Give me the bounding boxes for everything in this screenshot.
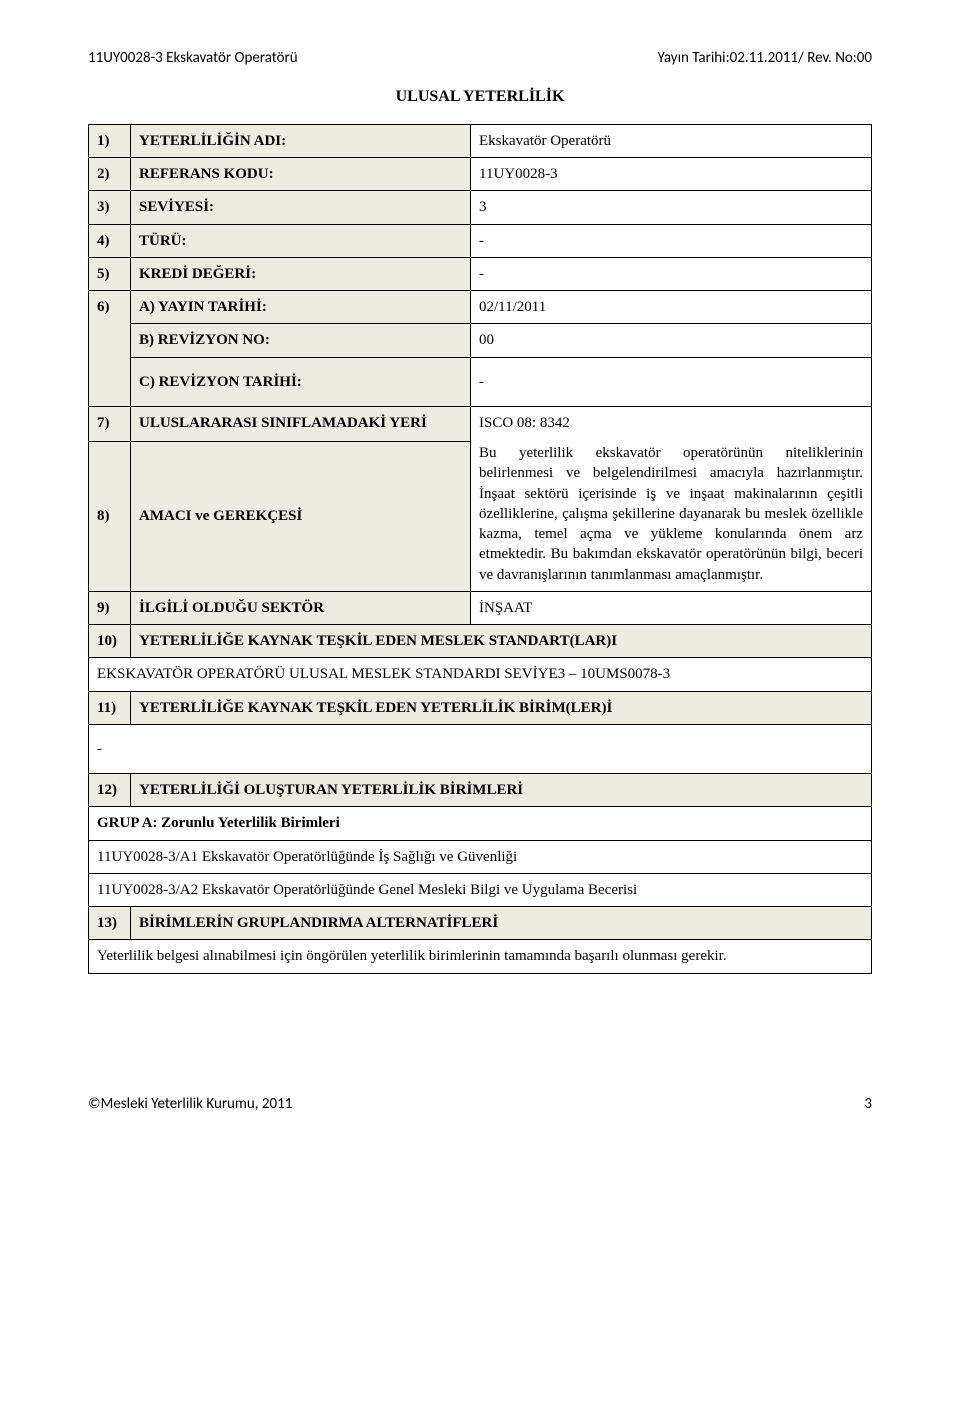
row-value: İNŞAAT xyxy=(471,591,872,624)
row-label: İLGİLİ OLDUĞU SEKTÖR xyxy=(131,591,471,624)
purpose-text: Bu yeterlilik ekskavatör operatörünün ni… xyxy=(479,443,863,585)
row-label: B) REVİZYON NO: xyxy=(131,324,471,357)
table-row: B) REVİZYON NO: 00 xyxy=(89,324,872,357)
table-row: - xyxy=(89,724,872,773)
row-value: 02/11/2011 xyxy=(471,291,872,324)
row-value: EKSKAVATÖR OPERATÖRÜ ULUSAL MESLEK STAND… xyxy=(89,658,872,691)
table-row: 11UY0028-3/A2 Ekskavatör Operatörlüğünde… xyxy=(89,873,872,906)
table-row: 9) İLGİLİ OLDUĞU SEKTÖR İNŞAAT xyxy=(89,591,872,624)
row-number: 11) xyxy=(89,691,131,724)
row-value: - xyxy=(471,257,872,290)
row-label: BİRİMLERİN GRUPLANDIRMA ALTERNATİFLERİ xyxy=(131,907,872,940)
table-row: 4) TÜRÜ: - xyxy=(89,224,872,257)
table-row: Yeterlilik belgesi alınabilmesi için öng… xyxy=(89,940,872,973)
table-row: 12) YETERLİLİĞİ OLUŞTURAN YETERLİLİK BİR… xyxy=(89,774,872,807)
row-number: 12) xyxy=(89,774,131,807)
row-value: Ekskavatör Operatörü xyxy=(471,124,872,157)
row-value: 11UY0028-3 xyxy=(471,158,872,191)
footer-left: ©Mesleki Yeterlilik Kurumu, 2011 xyxy=(88,1094,292,1114)
isco-code: ISCO 08: 8342 xyxy=(479,413,863,433)
row-value: 3 xyxy=(471,191,872,224)
row-number: 8) xyxy=(89,441,131,591)
row-number: 10) xyxy=(89,625,131,658)
row-number: 2) xyxy=(89,158,131,191)
row-number: 3) xyxy=(89,191,131,224)
row-label: YETERLİLİĞE KAYNAK TEŞKİL EDEN MESLEK ST… xyxy=(131,625,872,658)
row-label: YETERLİLİĞİ OLUŞTURAN YETERLİLİK BİRİMLE… xyxy=(131,774,872,807)
row-label: REFERANS KODU: xyxy=(131,158,471,191)
group-a-heading: GRUP A: Zorunlu Yeterlilik Birimleri xyxy=(89,807,872,840)
table-row: 5) KREDİ DEĞERİ: - xyxy=(89,257,872,290)
row-value: 11UY0028-3/A1 Ekskavatör Operatörlüğünde… xyxy=(89,840,872,873)
row-value: 11UY0028-3/A2 Ekskavatör Operatörlüğünde… xyxy=(89,873,872,906)
table-row: C) REVİZYON TARİHİ: - xyxy=(89,357,872,406)
table-row: GRUP A: Zorunlu Yeterlilik Birimleri xyxy=(89,807,872,840)
row-label: AMACI ve GEREKÇESİ xyxy=(131,441,471,591)
row-number: 6) xyxy=(89,291,131,407)
page-header: 11UY0028-3 Ekskavatör Operatörü Yayın Ta… xyxy=(88,48,872,68)
table-row: 1) YETERLİLİĞİN ADI: Ekskavatör Operatör… xyxy=(89,124,872,157)
table-row: EKSKAVATÖR OPERATÖRÜ ULUSAL MESLEK STAND… xyxy=(89,658,872,691)
row-label: KREDİ DEĞERİ: xyxy=(131,257,471,290)
row-number: 7) xyxy=(89,406,131,441)
table-row: 10) YETERLİLİĞE KAYNAK TEŞKİL EDEN MESLE… xyxy=(89,625,872,658)
row-label: YETERLİLİĞİN ADI: xyxy=(131,124,471,157)
row-number: 1) xyxy=(89,124,131,157)
table-row: 11) YETERLİLİĞE KAYNAK TEŞKİL EDEN YETER… xyxy=(89,691,872,724)
row-value-block: ISCO 08: 8342 Bu yeterlilik ekskavatör o… xyxy=(471,406,872,591)
row-value: 00 xyxy=(471,324,872,357)
row-label: YETERLİLİĞE KAYNAK TEŞKİL EDEN YETERLİLİ… xyxy=(131,691,872,724)
table-row: 3) SEVİYESİ: 3 xyxy=(89,191,872,224)
footer-page-number: 3 xyxy=(864,1094,872,1114)
row-label: A) YAYIN TARİHİ: xyxy=(131,291,471,324)
table-row: 11UY0028-3/A1 Ekskavatör Operatörlüğünde… xyxy=(89,840,872,873)
table-row: 7) ULUSLARARASI SINIFLAMADAKİ YERİ ISCO … xyxy=(89,406,872,441)
row-number: 5) xyxy=(89,257,131,290)
header-right: Yayın Tarihi:02.11.2011/ Rev. No:00 xyxy=(658,48,872,68)
row-value: - xyxy=(471,357,872,406)
qualification-table: 1) YETERLİLİĞİN ADI: Ekskavatör Operatör… xyxy=(88,124,872,974)
row-number: 13) xyxy=(89,907,131,940)
row-label: SEVİYESİ: xyxy=(131,191,471,224)
row-value: - xyxy=(89,724,872,773)
header-left: 11UY0028-3 Ekskavatör Operatörü xyxy=(88,48,298,68)
row-label: ULUSLARARASI SINIFLAMADAKİ YERİ xyxy=(131,406,471,441)
page-footer: ©Mesleki Yeterlilik Kurumu, 2011 3 xyxy=(88,1094,872,1114)
table-row: 6) A) YAYIN TARİHİ: 02/11/2011 xyxy=(89,291,872,324)
table-row: 2) REFERANS KODU: 11UY0028-3 xyxy=(89,158,872,191)
row-value: - xyxy=(471,224,872,257)
document-title: ULUSAL YETERLİLİK xyxy=(88,86,872,108)
row-label: C) REVİZYON TARİHİ: xyxy=(131,357,471,406)
row-number: 4) xyxy=(89,224,131,257)
row-value: Yeterlilik belgesi alınabilmesi için öng… xyxy=(89,940,872,973)
row-number: 9) xyxy=(89,591,131,624)
table-row: 13) BİRİMLERİN GRUPLANDIRMA ALTERNATİFLE… xyxy=(89,907,872,940)
row-label: TÜRÜ: xyxy=(131,224,471,257)
